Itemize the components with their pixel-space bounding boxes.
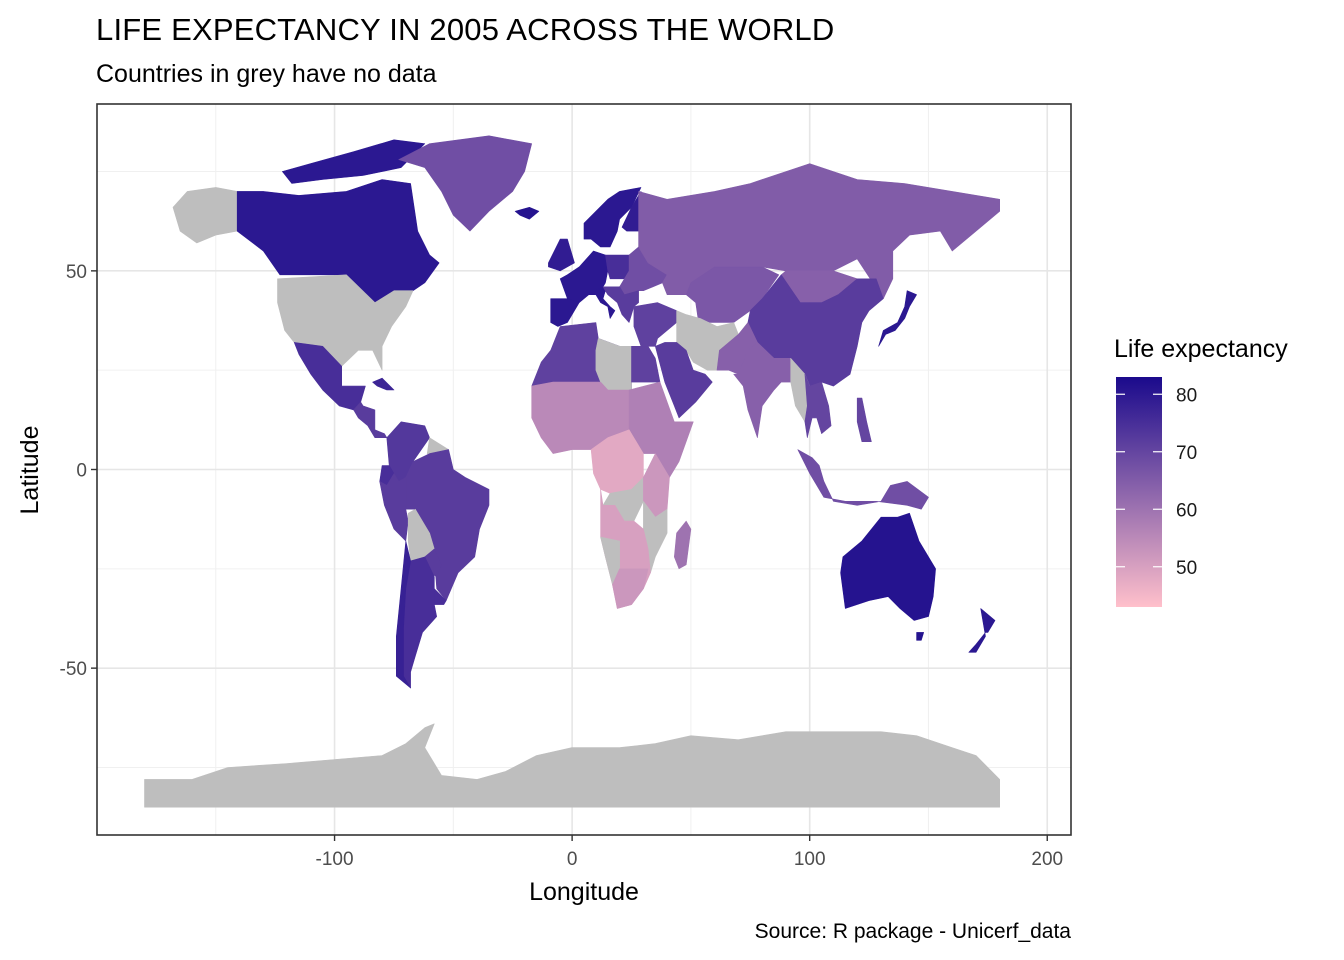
region-central-europe — [605, 254, 630, 280]
region-madagascar — [673, 520, 692, 570]
region-malaysia-indonesia — [797, 449, 929, 510]
region-western-europe — [559, 250, 609, 303]
region-iceland — [514, 207, 540, 220]
x-tick-label: 100 — [794, 849, 826, 870]
region-central-america — [353, 401, 388, 439]
region-iberia — [550, 298, 580, 327]
y-axis-title: Latitude — [16, 426, 44, 515]
x-tick-label: 0 — [567, 849, 578, 870]
region-canada — [236, 179, 440, 303]
country-regions — [144, 135, 1001, 808]
y-tick-label: -50 — [60, 659, 87, 680]
legend-tick-label: 50 — [1176, 558, 1197, 579]
region-thailand-indochina — [804, 373, 832, 439]
region-tasmania — [916, 632, 925, 641]
legend-tick-label: 60 — [1176, 500, 1197, 521]
source-caption: Source: R package - Unicerf_data — [754, 920, 1071, 943]
region-greenland — [398, 135, 533, 232]
region-india — [733, 342, 792, 439]
legend-colorbar — [1116, 377, 1162, 607]
legend-ticks: 80 70 60 50 — [1116, 385, 1197, 579]
region-sudan-horn — [628, 381, 694, 478]
region-egypt — [631, 345, 661, 383]
y-tick-label: 50 — [66, 262, 87, 283]
region-cuba — [372, 377, 395, 391]
region-chile — [395, 540, 411, 689]
legend-title: Life expectancy — [1114, 335, 1288, 363]
region-usa — [277, 274, 414, 371]
y-tick-label: 0 — [76, 461, 87, 482]
x-axis-title: Longitude — [529, 878, 639, 906]
chart-subtitle: Countries in grey have no data — [96, 60, 437, 88]
legend-tick-label: 70 — [1176, 443, 1197, 464]
region-philippines — [856, 397, 872, 443]
region-middle-east — [633, 302, 677, 347]
region-arabia — [654, 342, 713, 419]
region-antarctica — [144, 723, 1001, 808]
x-tick-label: -100 — [316, 849, 354, 870]
region-uk-ireland — [548, 238, 575, 272]
legend-tick-label: 80 — [1176, 385, 1197, 406]
region-south-africa — [612, 568, 649, 609]
chart-title: LIFE EXPECTANCY IN 2005 ACROSS THE WORLD — [96, 12, 835, 47]
x-tick-label: 200 — [1031, 849, 1063, 870]
region-russia — [638, 163, 1001, 300]
region-libya — [595, 338, 632, 391]
region-new-zealand — [968, 608, 996, 653]
region-australia — [840, 512, 936, 621]
axis-ticks: -100 0 100 200 -50 0 50 — [60, 262, 1064, 870]
region-korea-japan — [878, 290, 917, 347]
region-norway-sweden — [583, 187, 642, 248]
